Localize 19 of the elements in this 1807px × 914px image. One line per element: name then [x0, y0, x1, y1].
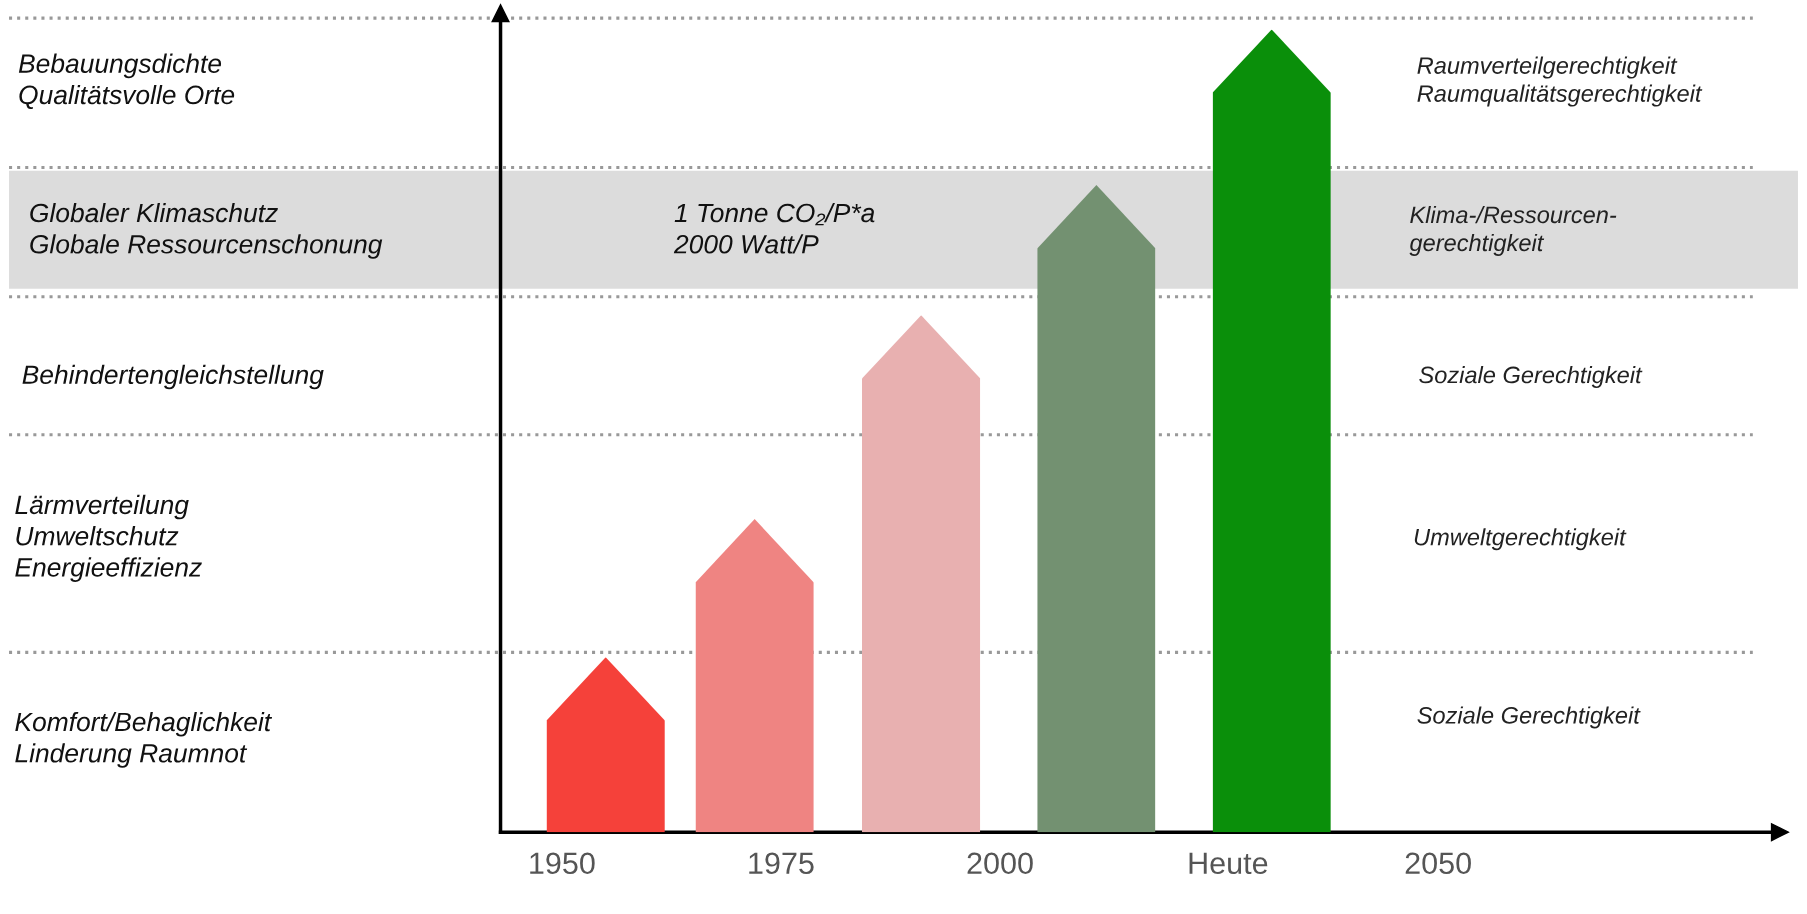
- bar: [1212, 29, 1331, 833]
- annotation: Soziale Gerechtigkeit: [1417, 706, 1641, 729]
- annotation: 1 Tonne CO₂/P*a 2000 Watt/P: [673, 202, 875, 254]
- text: Komfort/Behaglichkeit Linderung Raumnot: [15, 711, 273, 768]
- text: Bebauungsdichte Qualitätsvolle Orte: [18, 53, 235, 110]
- annotation: Raumverteilgerechtigkeit Raumqualitätsgerechtigkeit: [1417, 56, 1703, 107]
- x-tick-label: Heute: [1189, 852, 1268, 875]
- bar: [1037, 185, 1156, 833]
- text: Lärmverteilung Umweltschutz Energieeffizienz: [15, 494, 202, 582]
- text: Behindertengleichstellung: [22, 364, 324, 390]
- annotation: Soziale Gerechtigkeit: [1419, 365, 1643, 388]
- text: Globaler Klimaschutz Globale Ressourcenschonung: [30, 202, 383, 259]
- x-tick-label: 2000: [967, 852, 1033, 875]
- x-tick-label: 1950: [530, 852, 595, 875]
- annotation: Klima-/Ressourcen- gerechtigkeit: [1409, 205, 1617, 256]
- bar: [862, 315, 981, 833]
- annotation: Umweltgerechtigkeit: [1414, 528, 1627, 551]
- x-tick-label: 1975: [749, 852, 814, 875]
- x-tick-label: 2050: [1405, 852, 1471, 875]
